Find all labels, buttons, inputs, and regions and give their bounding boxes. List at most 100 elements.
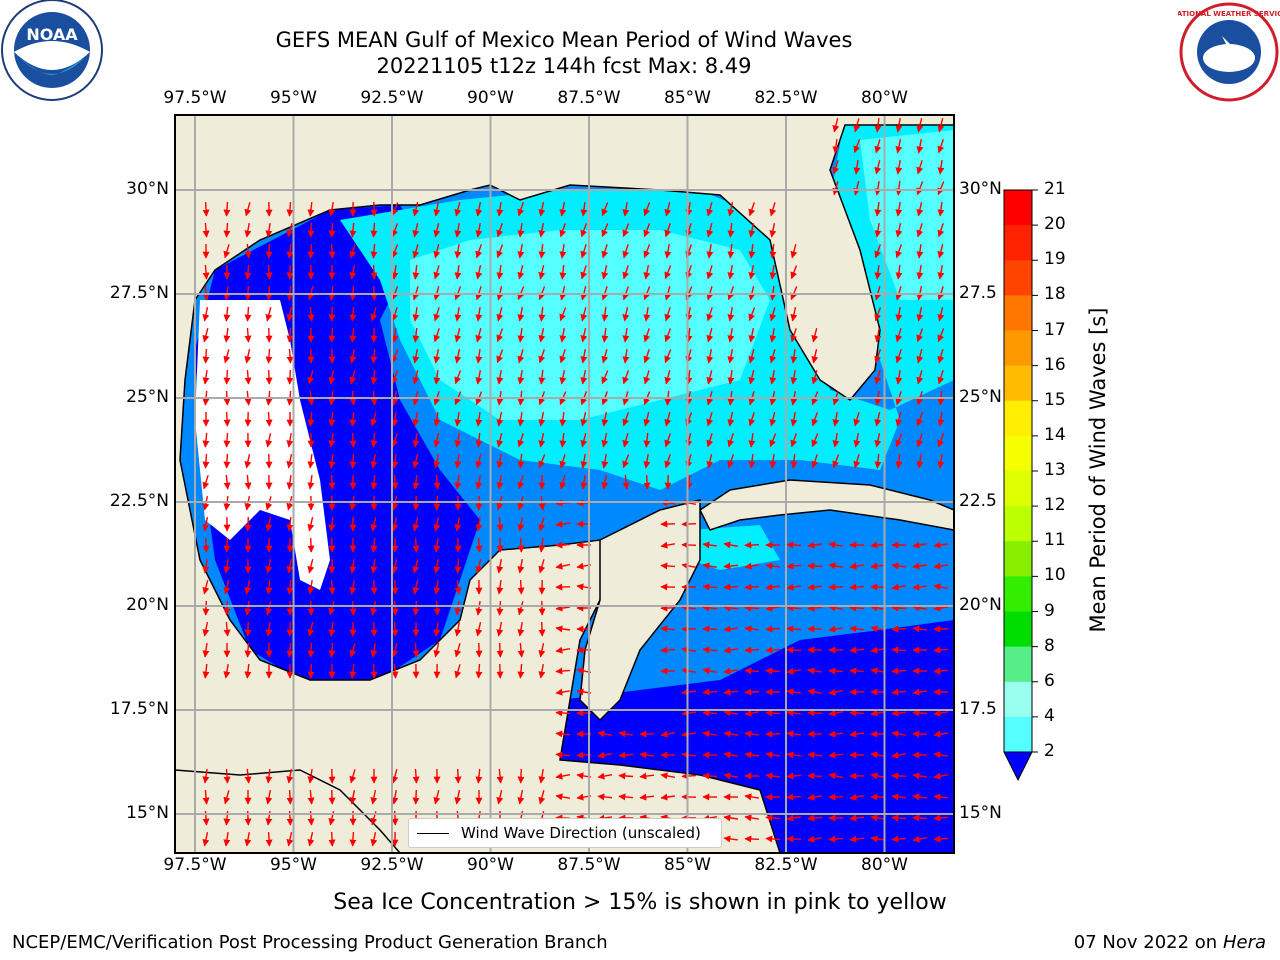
- wind-arrow: [790, 453, 798, 469]
- wind-arrow: [496, 201, 504, 217]
- wind-arrow: [765, 709, 781, 717]
- wind-arrow: [874, 244, 882, 259]
- wind-arrow: [769, 433, 777, 448]
- wind-arrow: [874, 433, 882, 448]
- wind-arrow: [517, 349, 525, 364]
- wind-arrow: [244, 516, 252, 532]
- wind-arrow: [870, 562, 886, 570]
- wind-arrow: [307, 474, 315, 490]
- wind-arrow: [391, 307, 399, 322]
- wind-arrow: [517, 328, 525, 343]
- wind-arrow: [580, 369, 588, 385]
- wind-arrow: [874, 453, 882, 469]
- wind-arrow: [874, 265, 882, 280]
- wind-arrow: [559, 201, 567, 217]
- wind-arrow: [832, 181, 840, 196]
- wind-arrow: [723, 625, 738, 633]
- wind-arrow: [580, 244, 588, 259]
- wind-arrow: [202, 621, 210, 637]
- wind-arrow: [622, 348, 630, 364]
- wind-arrow: [702, 583, 718, 591]
- wind-arrow: [790, 348, 798, 364]
- wind-arrow: [517, 517, 525, 532]
- wind-arrow: [538, 306, 546, 322]
- wind-arrow: [664, 223, 672, 238]
- wind-arrow: [370, 832, 378, 847]
- wind-arrow: [895, 328, 903, 343]
- wind-arrow: [223, 537, 231, 553]
- wind-arrow: [849, 583, 865, 591]
- wind-arrow: [639, 751, 655, 759]
- lat-tick-left: 30°N: [126, 179, 169, 199]
- wind-arrow: [769, 307, 777, 322]
- wind-arrow: [307, 663, 315, 679]
- wind-arrow: [265, 222, 273, 238]
- wind-arrow: [412, 517, 420, 532]
- wind-arrow: [681, 541, 697, 549]
- wind-arrow: [811, 412, 819, 427]
- wind-arrow: [601, 370, 609, 385]
- wind-arrow: [744, 751, 760, 759]
- wind-arrow: [412, 411, 420, 427]
- wind-arrow: [265, 601, 273, 616]
- wind-arrow: [349, 370, 357, 385]
- wind-arrow: [706, 412, 714, 427]
- wind-arrow: [702, 730, 718, 738]
- wind-arrow: [555, 772, 571, 780]
- wind-arrow: [786, 604, 802, 612]
- wind-arrow: [828, 835, 844, 843]
- wind-arrow: [912, 772, 928, 780]
- wind-arrow: [555, 730, 571, 738]
- wind-arrow: [475, 516, 483, 532]
- wind-arrow: [265, 559, 273, 574]
- wind-arrow: [601, 306, 609, 322]
- wind-arrow: [433, 621, 441, 637]
- wind-arrow: [370, 474, 378, 490]
- wind-arrow: [307, 622, 315, 637]
- wind-arrow: [349, 579, 357, 595]
- lon-tick-top: 87.5°W: [557, 88, 621, 108]
- wind-arrow: [807, 688, 823, 696]
- wind-arrow: [643, 328, 651, 343]
- wind-arrow: [933, 751, 949, 759]
- wind-arrow: [765, 835, 781, 843]
- wind-arrow: [580, 223, 588, 238]
- wind-arrow: [643, 202, 651, 217]
- wind-arrow: [891, 562, 906, 570]
- wind-arrow: [391, 474, 399, 490]
- wind-arrow: [853, 432, 861, 448]
- wind-arrow: [475, 768, 483, 784]
- wind-arrow: [555, 646, 571, 654]
- no-data-area-west: [195, 300, 330, 590]
- wind-arrow: [391, 600, 399, 616]
- wind-arrow: [937, 202, 945, 217]
- wind-arrow: [433, 516, 441, 532]
- wind-arrow: [433, 265, 441, 280]
- wind-arrow: [412, 537, 420, 553]
- lon-tick-top: 90°W: [467, 88, 514, 108]
- wind-arrow: [853, 160, 861, 175]
- noaa-logo: NOAA: [1, 0, 103, 101]
- wind-arrow: [912, 562, 928, 570]
- wind-arrow: [475, 222, 483, 238]
- wind-arrow: [580, 265, 588, 280]
- wind-arrow: [559, 432, 567, 448]
- wind-arrow: [618, 793, 634, 801]
- wind-arrow: [912, 604, 928, 612]
- colorbar-segment: [1004, 365, 1032, 402]
- wind-arrow: [349, 222, 357, 238]
- wind-arrow: [202, 307, 210, 322]
- wind-arrow: [412, 244, 420, 259]
- wind-arrow: [475, 306, 483, 322]
- wind-arrow: [265, 622, 273, 637]
- wind-arrow: [517, 475, 525, 490]
- wind-arrow: [702, 772, 718, 780]
- wind-arrow: [244, 600, 252, 616]
- wind-arrow: [517, 202, 525, 217]
- footer-date: 07 Nov 2022 on Hera: [1074, 932, 1266, 953]
- lat-tick-left: 17.5°N: [109, 699, 169, 719]
- wind-arrow: [895, 201, 903, 217]
- wind-arrow: [370, 307, 378, 322]
- wind-arrow: [202, 264, 210, 280]
- wind-arrow: [244, 243, 252, 259]
